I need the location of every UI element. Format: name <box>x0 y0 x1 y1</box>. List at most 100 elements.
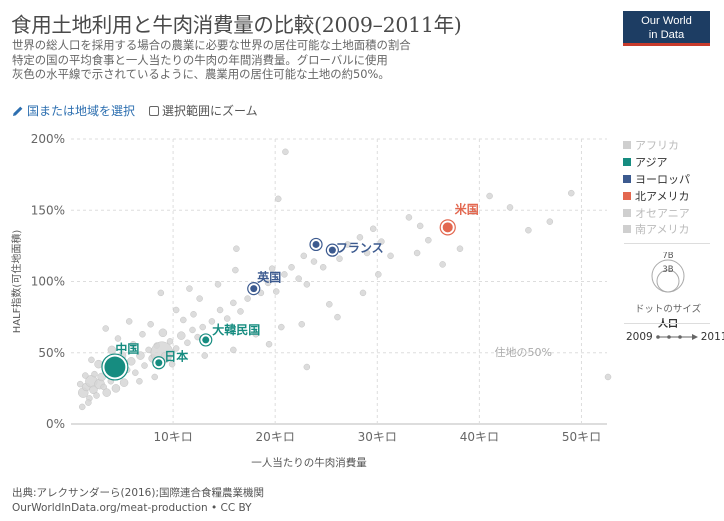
select-countries-label: 国または地域を選択 <box>27 104 136 118</box>
background-point <box>604 373 612 381</box>
legend-item[interactable]: 北アメリカ <box>623 187 690 204</box>
chart-title: 食用土地利用と牛肉消費量の比較(2009–2011年) <box>11 13 462 37</box>
background-point <box>180 316 187 324</box>
background-point <box>216 306 224 314</box>
background-point <box>264 279 272 287</box>
background-point <box>223 315 231 322</box>
background-point <box>319 264 327 271</box>
x-tick-label: 50キロ <box>562 430 601 444</box>
background-point <box>91 370 98 378</box>
legend-item[interactable]: ヨーロッパ <box>623 171 690 188</box>
legend-label: 南アメリカ <box>635 223 690 237</box>
background-point <box>387 252 394 260</box>
highlighted-point <box>328 246 336 254</box>
background-point <box>336 255 343 262</box>
background-point <box>136 378 143 385</box>
x-tick-label: 20キロ <box>256 430 295 444</box>
legend-item[interactable]: 南アメリカ <box>623 221 690 238</box>
legend-label: アフリカ <box>635 139 679 153</box>
background-point <box>456 245 464 252</box>
background-point <box>186 285 193 292</box>
background-point <box>326 301 333 308</box>
size-legend-small-label: 3B <box>662 265 673 275</box>
background-point <box>85 399 92 406</box>
point-label: 英国 <box>257 270 281 285</box>
legend-divider <box>624 323 710 324</box>
background-point <box>157 289 165 297</box>
background-point <box>413 249 421 257</box>
subtitle-line-1: 世界の総人口を採用する場合の農業に必要な世界の居住可能な土地面積の割合 <box>12 38 411 52</box>
zoom-label: 選択範囲にズーム <box>162 104 258 118</box>
background-point <box>344 241 351 248</box>
background-point <box>168 360 176 368</box>
x-tick-label: 10キロ <box>153 430 192 444</box>
background-point <box>97 372 106 382</box>
zoom-to-selection-toggle[interactable]: 選択範囲にズーム <box>149 102 258 119</box>
select-countries-button[interactable]: 国または地域を選択 <box>12 102 135 119</box>
logo-line-2: in Data <box>648 29 685 41</box>
point-label: 中国 <box>115 341 139 356</box>
background-point <box>111 384 121 393</box>
background-point <box>405 214 413 221</box>
legend-label: 北アメリカ <box>635 189 690 203</box>
background-point <box>272 288 280 295</box>
y-tick-label: 50% <box>38 346 65 360</box>
highlighted-point <box>312 240 320 248</box>
background-point <box>88 356 95 364</box>
source-url[interactable]: OurWorldInData.org/meat-production • CC … <box>12 501 252 514</box>
footer: 出典:アレクサンダーら(2016);国際連合食糧農業機関 OurWorldInD… <box>12 486 264 515</box>
background-point <box>78 403 86 411</box>
legend-item[interactable]: オセアニア <box>623 204 690 221</box>
background-point <box>244 295 251 302</box>
owid-logo[interactable]: Our World in Data <box>623 11 710 46</box>
highlighted-point <box>155 359 163 367</box>
background-point <box>237 308 244 315</box>
background-point <box>139 330 146 338</box>
y-tick-label: 150% <box>31 203 65 217</box>
legend-divider <box>624 243 710 244</box>
background-point <box>525 226 532 234</box>
zoom-checkbox[interactable] <box>149 105 160 116</box>
legend-swatch <box>623 141 631 150</box>
background-point <box>196 295 203 302</box>
background-point <box>486 192 493 200</box>
highlighted-point <box>104 356 126 378</box>
background-point <box>506 204 514 211</box>
background-point <box>114 335 122 342</box>
background-point <box>288 264 295 271</box>
legend-item[interactable]: アジア <box>623 154 690 171</box>
legend-label: オセアニア <box>635 206 690 220</box>
legend-item[interactable]: アフリカ <box>623 137 690 154</box>
y-axis-label: HALF指数(可住地面積) <box>10 230 23 334</box>
background-point <box>232 266 239 274</box>
legend-swatch <box>623 158 631 167</box>
background-point <box>363 249 371 257</box>
chart-controls: 国または地域を選択 選択範囲にズーム <box>12 102 258 119</box>
background-point <box>303 281 311 288</box>
background-point <box>568 189 575 197</box>
y-tick-label: 100% <box>31 275 65 289</box>
legend-swatch <box>623 191 631 200</box>
background-point <box>166 338 174 345</box>
background-point <box>230 299 237 307</box>
background-point <box>89 385 98 395</box>
background-point <box>281 271 288 278</box>
point-label: フランス <box>336 241 384 255</box>
background-point <box>102 325 109 332</box>
background-point <box>102 388 111 397</box>
subtitle-line-3: 灰色の水平線で示されているように、農業用の居住可能な土地の約50%。 <box>12 67 390 81</box>
background-point <box>439 261 446 268</box>
size-legend-title: ドットのサイズ <box>634 304 702 315</box>
background-point <box>141 362 148 369</box>
background-point <box>298 321 305 328</box>
size-legend-big-label: 7B <box>662 252 673 261</box>
point-label: 大韓民国 <box>212 322 260 337</box>
background-point <box>278 323 285 331</box>
background-point <box>303 363 311 371</box>
background-point <box>416 222 424 230</box>
background-point <box>230 346 237 354</box>
size-legend-subtitle: 人口 <box>658 319 678 330</box>
x-tick-label: 30キロ <box>358 430 397 444</box>
background-point <box>359 289 367 297</box>
